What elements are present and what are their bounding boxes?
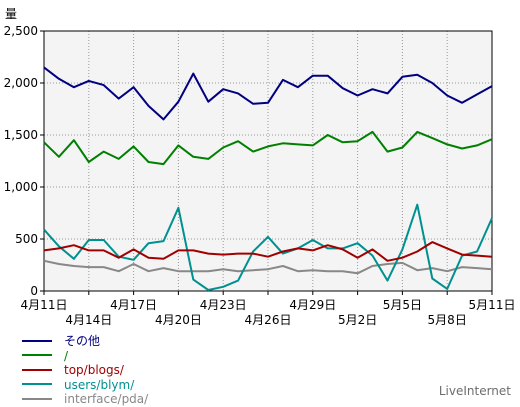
legend-swatch — [22, 354, 52, 356]
legend-item: その他 — [22, 334, 148, 349]
legend-item: users/blym/ — [22, 378, 148, 393]
y-tick-label: 500 — [15, 232, 38, 246]
series-line- — [43, 66, 493, 121]
legend-item: top/blogs/ — [22, 363, 148, 378]
x-tick-label: 4月17日 — [110, 298, 157, 312]
legend-swatch — [22, 397, 52, 400]
x-tick-label: 4月23日 — [200, 298, 247, 312]
y-tick-label: 0 — [30, 284, 38, 298]
series-line-top-blogs — [43, 241, 493, 262]
x-tick-label: 5月5日 — [383, 298, 422, 312]
x-tick-label: 4月20日 — [155, 313, 202, 327]
legend-item: / — [22, 349, 148, 364]
chart-legend: その他 / top/blogs/users/blym/interface/pda/ — [22, 334, 148, 407]
x-tick-label: 5月11日 — [469, 298, 516, 312]
x-tick-label: 4月26日 — [245, 313, 292, 327]
legend-label: top/blogs/ — [64, 363, 124, 377]
x-tick-label: 4月29日 — [289, 298, 336, 312]
x-tick-label: 5月8日 — [428, 313, 467, 327]
y-tick-label: 1,000 — [4, 180, 38, 194]
x-tick-label: 4月14日 — [65, 313, 112, 327]
legend-label: users/blym/ — [64, 377, 135, 392]
series-line- — [43, 130, 493, 166]
plot-frame — [43, 30, 493, 292]
y-tick-label: 2,500 — [4, 24, 38, 38]
x-tick-label: 5月2日 — [338, 313, 377, 327]
legend-label: その他 — [64, 334, 101, 348]
legend-swatch — [22, 339, 52, 342]
y-tick-label: 1,500 — [4, 128, 38, 142]
x-tick-label: 4月11日 — [21, 298, 68, 312]
y-tick-label: 2,000 — [4, 76, 38, 90]
legend-swatch — [22, 383, 52, 385]
legend-item: interface/pda/ — [22, 392, 148, 407]
legend-label: / — [64, 348, 69, 363]
legend-label: interface/pda/ — [64, 392, 149, 406]
series-line-interface-pda — [43, 259, 493, 275]
legend-swatch — [22, 368, 52, 371]
y-axis-label: 量 — [5, 7, 17, 21]
brand-label: LiveInternet — [438, 384, 511, 398]
